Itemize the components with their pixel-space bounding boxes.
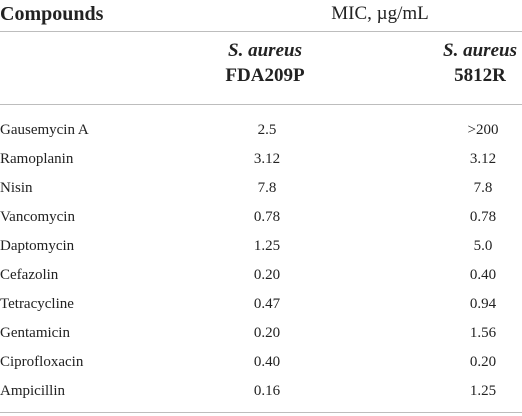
mic-5812r-value: 0.20 [469,354,497,370]
compounds-column-header: Compounds [0,3,104,25]
mic-fda209p-value: 2.5 [257,122,277,138]
mic-5812r-value: 1.56 [469,325,497,341]
compound-name: Nisin [0,180,33,196]
mic-fda209p-value: 0.16 [253,383,281,399]
mic-5812r-value: 0.40 [469,267,497,283]
mic-fda209p-value: 7.8 [257,180,277,196]
mic-5812r-value: 3.12 [469,151,497,167]
mic-fda209p-value: 0.20 [253,267,281,283]
mic-fda209p-value: 0.78 [253,209,281,225]
compound-name: Gausemycin A [0,122,89,138]
compound-name: Ciprofloxacin [0,354,84,370]
mic-column-header: MIC, µg/mL [331,3,429,24]
mic-fda209p-value: 0.40 [253,354,281,370]
compound-name: Vancomycin [0,209,75,225]
compound-name: Ramoplanin [0,151,74,167]
mic-fda209p-value: 0.20 [253,325,281,341]
mic-fda209p-value: 1.25 [253,238,281,254]
compound-name: Tetracycline [0,296,74,312]
strain-1-species: S. aureus [228,40,302,61]
mic-5812r-value: 5.0 [473,238,493,254]
compound-name: Cefazolin [0,267,59,283]
header-top-rule [0,31,522,32]
header-bottom-rule [0,104,522,105]
mic-fda209p-value: 0.47 [253,296,281,312]
mic-5812r-value: 1.25 [469,383,497,399]
strain-1-name: FDA209P [225,65,305,86]
compound-name: Gentamicin [0,325,70,341]
compound-name: Ampicillin [0,383,65,399]
strain-2-name: 5812R [454,65,506,86]
mic-5812r-value: 7.8 [473,180,493,196]
table-bottom-rule [0,412,522,413]
mic-fda209p-value: 3.12 [253,151,281,167]
mic-5812r-value: 0.78 [469,209,497,225]
compound-name: Daptomycin [0,238,75,254]
mic-5812r-value: >200 [467,122,499,138]
strain-2-species: S. aureus [443,40,517,61]
mic-5812r-value: 0.94 [469,296,497,312]
